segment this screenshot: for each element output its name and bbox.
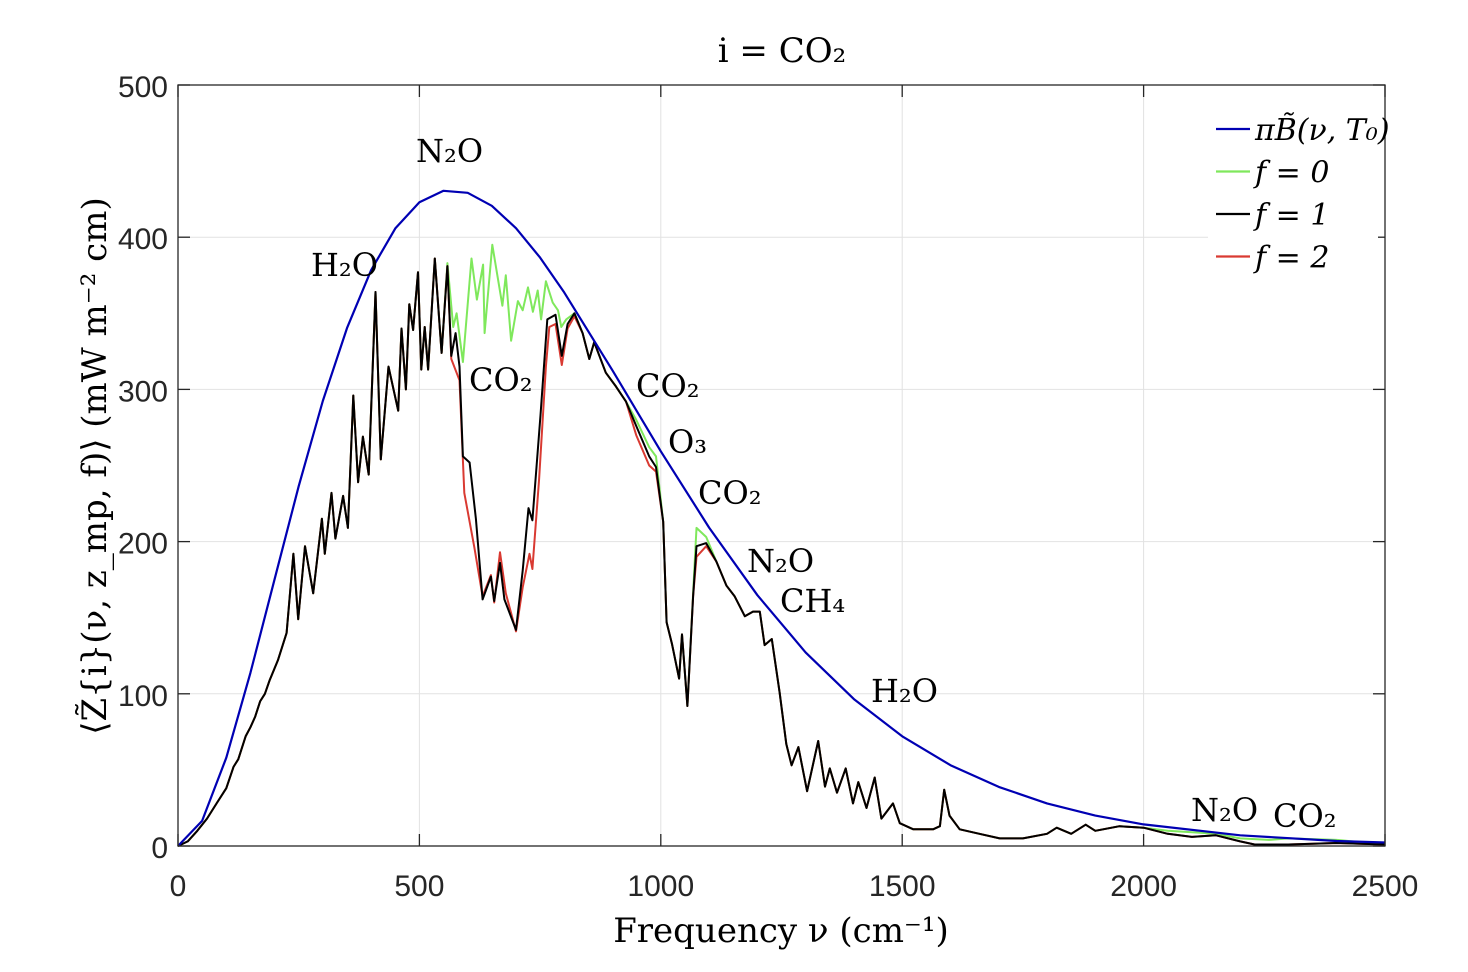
annotation-label: CO₂ — [469, 361, 533, 399]
y-axis-label: ⟨Z̃{i}(ν, z_mp, f)⟩ (mW m⁻² cm) — [75, 197, 115, 734]
annotation-label: CH₄ — [780, 582, 845, 620]
annotation-label: H₂O — [311, 246, 378, 284]
grid — [177, 84, 1386, 847]
x-axis-label: Frequency ν (cm⁻¹) — [613, 911, 949, 951]
series-group — [177, 189, 1386, 847]
series-line-0 — [177, 189, 1386, 847]
series-line-2 — [177, 257, 1386, 847]
y-tick-label: 400 — [118, 223, 168, 256]
plot-frame — [177, 84, 1386, 847]
x-tick-label: 1500 — [869, 870, 936, 903]
x-tick-label: 500 — [394, 870, 444, 903]
annotation-label: H₂O — [871, 672, 938, 710]
annotation-label: N₂O — [1191, 791, 1258, 829]
legend-entry: f = 0 — [1253, 156, 1329, 191]
y-tick-label: 300 — [118, 375, 168, 408]
legend-entry: f = 1 — [1253, 198, 1329, 233]
legend: πB̃(ν, T₀) f = 0 f = 1 f = 2 — [1208, 104, 1390, 276]
x-tick-label: 1000 — [627, 870, 694, 903]
y-tick-label: 100 — [118, 680, 168, 713]
legend-entry: f = 2 — [1253, 241, 1329, 276]
x-tick-label: 0 — [170, 870, 187, 903]
annotation-label: CO₂ — [636, 367, 700, 405]
annotation-label: CO₂ — [1273, 797, 1337, 835]
legend-entry: πB̃(ν, T₀) — [1254, 113, 1390, 148]
annotation-label: CO₂ — [698, 474, 762, 512]
x-tick-label: 2000 — [1110, 870, 1177, 903]
legend-box — [1208, 104, 1378, 276]
y-tick-label: 500 — [118, 71, 168, 104]
annotation-label: O₃ — [668, 423, 707, 461]
y-tick-label: 0 — [151, 832, 168, 865]
chart-title: i = CO₂ — [718, 31, 847, 71]
annotation-label: N₂O — [747, 542, 814, 580]
x-tick-label: 2500 — [1352, 870, 1419, 903]
y-tick-label: 200 — [118, 528, 168, 561]
ticks: 0 500 1000 1500 2000 2500 0 100 200 300 400 500 — [118, 71, 1418, 903]
annotation-label: N₂O — [416, 132, 483, 170]
